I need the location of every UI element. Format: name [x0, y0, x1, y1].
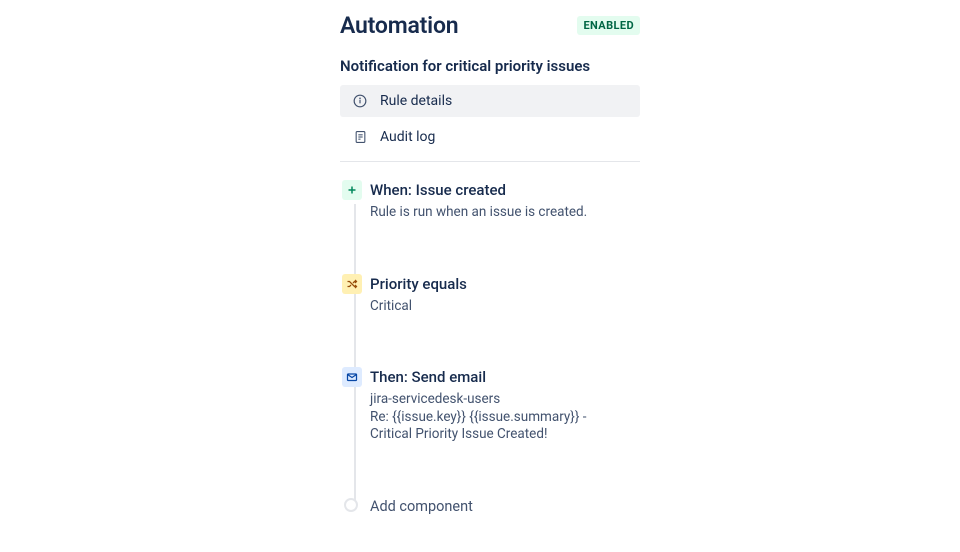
step-detail: Critical [370, 298, 640, 316]
header-row: Automation ENABLED [340, 12, 640, 39]
shuffle-icon [342, 274, 362, 294]
rule-flow: When: Issue created Rule is run when an … [340, 180, 640, 515]
add-component[interactable]: Add component [370, 496, 640, 515]
rule-name: Notification for critical priority issue… [340, 57, 640, 75]
mail-icon [342, 367, 362, 387]
plus-icon [342, 180, 362, 200]
step-detail-line1: jira-servicedesk-users [370, 391, 640, 409]
step-title: Priority equals [370, 274, 640, 294]
step-title: When: Issue created [370, 180, 640, 200]
action-step[interactable]: Then: Send email jira-servicedesk-users … [370, 367, 640, 444]
add-node-dot [344, 498, 358, 512]
nav-audit-log[interactable]: Audit log [340, 121, 640, 153]
add-component-label: Add component [370, 498, 473, 515]
info-icon [352, 93, 368, 109]
step-detail: Rule is run when an issue is created. [370, 204, 640, 222]
step-detail-line2: Re: {{issue.key}} {{issue.summary}} - [370, 409, 640, 427]
trigger-step[interactable]: When: Issue created Rule is run when an … [370, 180, 640, 222]
nav-label: Audit log [380, 129, 435, 145]
automation-panel: Automation ENABLED Notification for crit… [340, 12, 640, 515]
condition-step[interactable]: Priority equals Critical [370, 274, 640, 316]
rule-nav: Rule details Audit log [340, 85, 640, 162]
flow-connector-line [354, 204, 356, 503]
status-badge: ENABLED [577, 16, 640, 35]
log-icon [352, 129, 368, 145]
page-title: Automation [340, 12, 458, 39]
step-title: Then: Send email [370, 367, 640, 387]
step-detail-line3: Critical Priority Issue Created! [370, 426, 640, 444]
nav-rule-details[interactable]: Rule details [340, 85, 640, 117]
nav-label: Rule details [380, 93, 452, 109]
